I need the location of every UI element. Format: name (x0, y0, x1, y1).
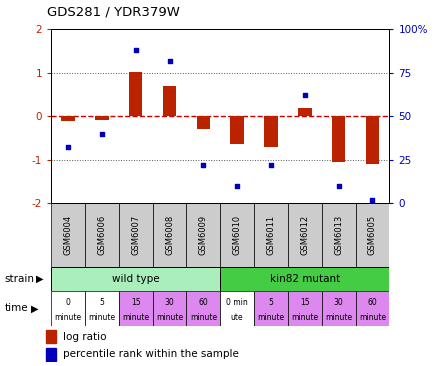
Text: GSM6008: GSM6008 (165, 215, 174, 255)
Text: 30: 30 (165, 298, 174, 307)
Bar (85, 203, 119, 267)
Text: ▶: ▶ (31, 303, 39, 313)
Text: minute: minute (291, 313, 318, 322)
Text: GSM6013: GSM6013 (334, 215, 343, 255)
Text: GSM6011: GSM6011 (267, 215, 275, 255)
Text: percentile rank within the sample: percentile rank within the sample (63, 349, 239, 359)
Bar (356, 203, 389, 267)
Point (65, 145, 72, 150)
Text: GSM6010: GSM6010 (233, 215, 242, 255)
Bar (254, 291, 288, 326)
Bar (356, 291, 389, 326)
Text: 60: 60 (368, 298, 377, 307)
Bar (220, 203, 254, 267)
Text: GSM6006: GSM6006 (97, 215, 106, 255)
Point (132, 47, 139, 53)
Text: minute: minute (55, 313, 81, 322)
Bar (366, 116, 379, 164)
Text: 5: 5 (100, 298, 104, 307)
Bar (51, 291, 85, 326)
Point (369, 197, 376, 203)
Text: GSM6012: GSM6012 (300, 215, 309, 255)
Text: time: time (4, 303, 28, 313)
Text: 5: 5 (269, 298, 273, 307)
Bar (153, 203, 186, 267)
Text: GSM6007: GSM6007 (131, 215, 140, 255)
Text: minute: minute (190, 313, 217, 322)
Text: ▶: ▶ (36, 274, 43, 284)
Bar (129, 72, 142, 116)
Point (267, 162, 275, 168)
Bar (61, 116, 75, 122)
Bar (231, 116, 244, 145)
Bar (298, 108, 312, 116)
Text: GDS281 / YDR379W: GDS281 / YDR379W (47, 5, 180, 18)
Bar (163, 86, 176, 116)
Bar (264, 116, 278, 147)
Bar (254, 203, 288, 267)
Bar (186, 203, 220, 267)
Text: 15: 15 (131, 298, 141, 307)
Bar (332, 116, 345, 162)
Bar (119, 291, 153, 326)
Text: GSM6009: GSM6009 (199, 215, 208, 255)
Bar (220, 291, 254, 326)
Point (166, 58, 173, 64)
Text: log ratio: log ratio (63, 332, 107, 342)
Text: 15: 15 (300, 298, 310, 307)
Text: 0: 0 (66, 298, 70, 307)
Bar (288, 291, 322, 326)
Bar (322, 291, 356, 326)
Bar (186, 291, 220, 326)
Bar (153, 291, 186, 326)
Text: minute: minute (325, 313, 352, 322)
Bar (288, 203, 322, 267)
Bar (85, 291, 119, 326)
Text: 60: 60 (198, 298, 208, 307)
Text: GSM6004: GSM6004 (64, 215, 73, 255)
Bar (51, 267, 220, 291)
Text: ute: ute (231, 313, 243, 322)
Text: strain: strain (4, 274, 34, 284)
Text: minute: minute (258, 313, 284, 322)
Point (301, 93, 308, 98)
Point (234, 183, 241, 189)
Bar (119, 203, 153, 267)
Text: kin82 mutant: kin82 mutant (270, 274, 340, 284)
Text: minute: minute (89, 313, 115, 322)
Text: minute: minute (122, 313, 149, 322)
Bar (322, 203, 356, 267)
Bar (197, 116, 210, 129)
Bar (51, 203, 85, 267)
Point (200, 162, 207, 168)
Text: 0 min: 0 min (227, 298, 248, 307)
Bar (220, 267, 389, 291)
Text: 30: 30 (334, 298, 344, 307)
Text: GSM6005: GSM6005 (368, 215, 377, 255)
Bar (46, 348, 56, 361)
Point (98, 131, 105, 137)
Text: minute: minute (156, 313, 183, 322)
Point (335, 183, 342, 189)
Text: wild type: wild type (112, 274, 160, 284)
Bar (46, 330, 56, 343)
Text: minute: minute (359, 313, 386, 322)
Bar (95, 116, 109, 120)
